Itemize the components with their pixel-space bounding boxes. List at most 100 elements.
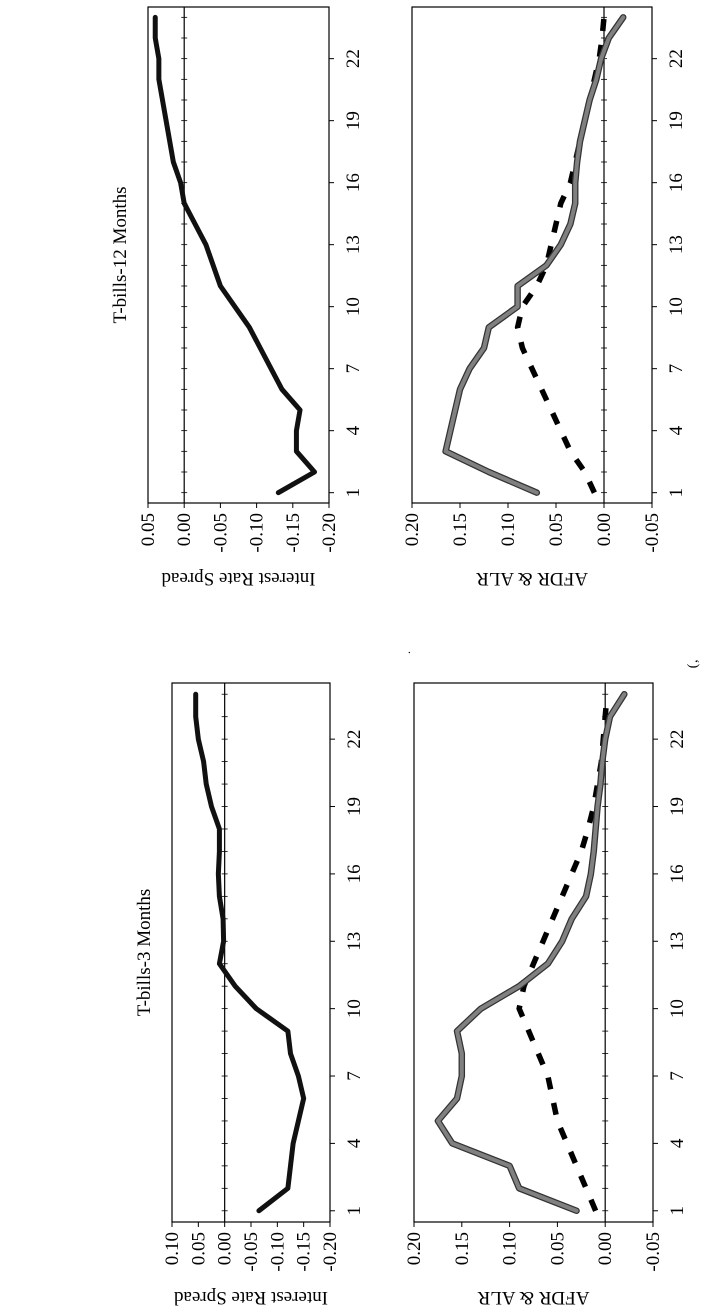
tb12-spread-frame (147, 6, 330, 504)
tb12-spread-y-tick-label: -0.05 (210, 513, 231, 553)
tb3-afdr-y-tick-label: 0.00 (595, 1232, 616, 1265)
tb3-afdr-series-0-point (547, 1075, 548, 1076)
tb3-spread-x-tick-label: 22 (344, 730, 365, 749)
tb3-afdr-y-tick-label: 0.05 (547, 1232, 568, 1265)
tb3-afdr-y-tick-label: -0.05 (643, 1232, 664, 1272)
tb3-afdr-series-0-point (587, 828, 588, 829)
tb3-afdr-x-tick-label: 19 (667, 797, 688, 816)
tb12-spread-x-tick-label: 10 (343, 297, 364, 316)
tb12-afdr-series-1-outline (442, 14, 627, 496)
tb3-spread-y-tick-label: 0.10 (162, 1232, 183, 1265)
tb3-afdr-frame (413, 682, 654, 1223)
tb12-afdr-series-0-point (536, 285, 537, 286)
tb3-afdr-series-0-point (571, 873, 572, 874)
tb3-afdr-x-tick-label: 7 (667, 1071, 688, 1081)
tb12-afdr-y-tick-label: -0.05 (642, 513, 663, 553)
tb3-spread-y-tick-label: -0.15 (294, 1232, 315, 1272)
tb3-afdr-y-tick-label: 0.20 (404, 1232, 425, 1265)
tb12-spread-x-tick-label: 13 (343, 235, 364, 254)
tb3-spread-x-tick-label: 13 (344, 932, 365, 951)
tb12-spread-x-tick-label: 19 (343, 111, 364, 130)
tb12-spread-x-tick-label: 16 (343, 173, 364, 192)
tb12-afdr-series-1-line (443, 15, 626, 495)
tb12-spread-y-tick-label: -0.20 (319, 513, 340, 553)
tb12-afdr-panel: 0.20 0.15 0.10 0.05 0.00 -0.05 1 4 7 10 13 16 19 22 AF… (402, 6, 687, 589)
tb12-spread-y-tick-label: -0.15 (283, 513, 304, 553)
tb3-afdr-x-tick-label: 13 (667, 932, 688, 951)
tb3-afdr-series-0-point (562, 896, 563, 897)
tb3-afdr-series-0-point (566, 1143, 567, 1144)
tb12-afdr-series-0-point (570, 451, 571, 452)
tb12-afdr-y-tick-label: 0.10 (498, 513, 519, 546)
tb12-spread-y-tick-label: 0.00 (174, 513, 195, 546)
tb12-afdr-x-tick-label: 4 (666, 425, 687, 435)
tb3-spread-y-tick-label: -0.10 (267, 1232, 288, 1272)
tb12-afdr-x-tick-label: 1 (666, 488, 687, 498)
tb12-spread-y-tick-label: -0.10 (247, 513, 268, 553)
tb3-spread-x-tick-label: 19 (344, 797, 365, 816)
tb12-spread-x-tick-label: 7 (343, 364, 364, 374)
tb12-afdr-series-0-point (522, 306, 523, 307)
tb3-afdr-x-tick-label: 4 (667, 1138, 688, 1148)
tb3-afdr-series-0-line (516, 693, 610, 1212)
tb3-afdr-x-tick-label: 16 (667, 864, 688, 883)
tb12-afdr-y-tick-label: 0.05 (546, 513, 567, 546)
tb12-afdr-series-0-point (584, 471, 585, 472)
tb12-afdr-x-tick-label: 10 (666, 297, 687, 316)
stray-mark: ʻ) (686, 659, 701, 669)
tb3-afdr-y-tick-label: 0.15 (452, 1232, 473, 1265)
tb3-spread-x-tick-label: 7 (344, 1071, 365, 1081)
tb3-afdr-series-1-outline (434, 690, 628, 1215)
tb3-spread-x-tick-label: 1 (344, 1206, 365, 1216)
tb12-spread-series-0-line (152, 14, 318, 496)
tb3-afdr-series-0-point (576, 1165, 577, 1166)
tb12-spread-panel: 0.05 0.00 -0.05 -0.10 -0.15 -0.20 1 4 7 10 13 16 19 2… (110, 6, 364, 589)
tb3-afdr-series-0-point (552, 1098, 553, 1099)
tb12-afdr-x-tick-label: 13 (666, 235, 687, 254)
stray-dot: . (399, 651, 413, 654)
tb12-afdr-y-axis-label: AFDR & ALR (476, 568, 588, 589)
tb3-spread-panel: 0.10 0.05 0.00 -0.05 -0.10 -0.15 -0.20 1 4 7 10 13 1… (134, 682, 365, 1308)
tb12-spread-x-tick-label: 4 (343, 425, 364, 435)
tb3-spread-y-tick-label: 0.00 (215, 1232, 236, 1265)
tb12-afdr-series-0-point (560, 430, 561, 431)
tb3-spread-series-0-line (193, 691, 307, 1214)
tb12-spread-y-axis-label: Interest Rate Spread (161, 568, 316, 589)
tb12-afdr-frame (411, 6, 653, 504)
tb12-afdr-x-tick-label: 7 (666, 364, 687, 374)
tb12-afdr-x-tick-label: 19 (666, 111, 687, 130)
tb3-afdr-series-0-point (557, 1120, 558, 1121)
tb3-afdr-series-0-point (581, 851, 582, 852)
tb3-spread-x-tick-label: 16 (344, 864, 365, 883)
tb12-afdr-y-tick-label: 0.20 (402, 513, 423, 546)
tb3-spread-y-tick-label: 0.05 (188, 1232, 209, 1265)
tb3-spread-x-tick-label: 10 (344, 999, 365, 1018)
tb3-afdr-y-tick-label: 0.10 (500, 1232, 521, 1265)
tb12-spread-x-tick-label: 22 (343, 49, 364, 68)
tb12-afdr-x-tick-label: 22 (666, 49, 687, 68)
tb3-spread-x-tick-label: 4 (344, 1138, 365, 1148)
tb3-spread-title: T-bills-3 Months (134, 889, 155, 1017)
tb3-spread-y-tick-label: -0.20 (320, 1232, 341, 1272)
tb3-afdr-y-axis-label: AFDR & ALR (477, 1287, 589, 1308)
tb3-afdr-series-0-point (593, 806, 594, 807)
tb3-spread-frame (171, 682, 331, 1223)
tb3-afdr-x-tick-label: 10 (667, 999, 688, 1018)
tb12-afdr-series-0-point (551, 244, 552, 245)
panels-layer: 0.10 0.05 0.00 -0.05 -0.10 -0.15 -0.2014710131… (110, 6, 688, 1308)
rotated-figure: 0.10 0.05 0.00 -0.05 -0.10 -0.15 -0.2014710131… (110, 6, 701, 1308)
tb3-afdr-panel: 0.20 0.15 0.10 0.05 0.00 -0.05 1 4 7 10 13 16 19 22 AF… (404, 682, 688, 1308)
tb3-afdr-x-tick-label: 22 (667, 730, 688, 749)
tb12-spread-y-tick-label: 0.05 (138, 513, 159, 546)
tb3-spread-y-tick-label: -0.05 (241, 1232, 262, 1272)
tb3-afdr-series-1-line (435, 692, 627, 1213)
tb3-afdr-series-0-point (585, 1188, 586, 1189)
tb12-afdr-y-tick-label: 0.00 (594, 513, 615, 546)
tb3-spread-y-axis-label: Interest Rate Spread (173, 1287, 328, 1308)
tb12-afdr-series-0-point (551, 409, 552, 410)
tb12-afdr-x-tick-label: 16 (666, 173, 687, 192)
tb12-spread-title: T-bills-12 Months (110, 186, 131, 323)
tb12-afdr-y-tick-label: 0.15 (450, 513, 471, 546)
tb12-spread-x-tick-label: 1 (343, 488, 364, 498)
